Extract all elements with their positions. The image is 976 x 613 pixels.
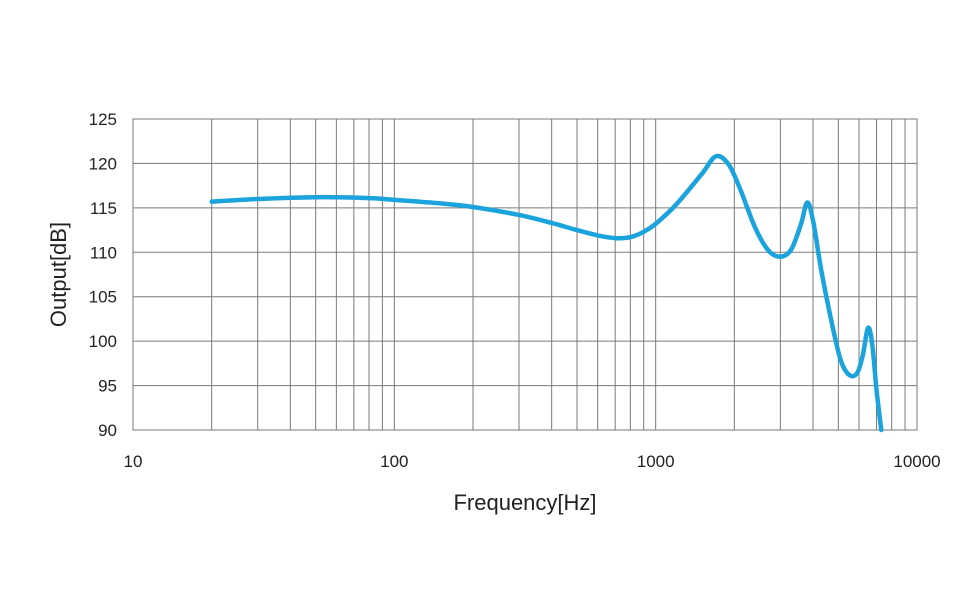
y-tick-label: 120 <box>89 154 117 173</box>
y-tick-label: 125 <box>89 110 117 129</box>
y-tick-label: 90 <box>98 421 117 440</box>
series-line <box>209 153 884 433</box>
x-tick-label: 100 <box>380 452 408 471</box>
x-tick-label: 10 <box>124 452 143 471</box>
x-axis-label: Frequency[Hz] <box>453 490 596 515</box>
x-tick-label: 10000 <box>893 452 940 471</box>
y-tick-label: 115 <box>90 199 117 218</box>
y-tick-label: 110 <box>90 243 117 262</box>
x-tick-label: 1000 <box>637 452 675 471</box>
y-tick-label: 105 <box>89 288 117 307</box>
x-tick-labels: 10 100 1000 10000 <box>124 452 941 471</box>
y-tick-labels: 125 120 115 110 105 100 95 90 <box>89 110 117 440</box>
grid <box>132 118 917 431</box>
y-tick-label: 95 <box>98 377 117 396</box>
plot-frame <box>132 118 918 431</box>
y-tick-label: 100 <box>89 332 117 351</box>
y-axis-label: Output[dB] <box>46 222 71 327</box>
